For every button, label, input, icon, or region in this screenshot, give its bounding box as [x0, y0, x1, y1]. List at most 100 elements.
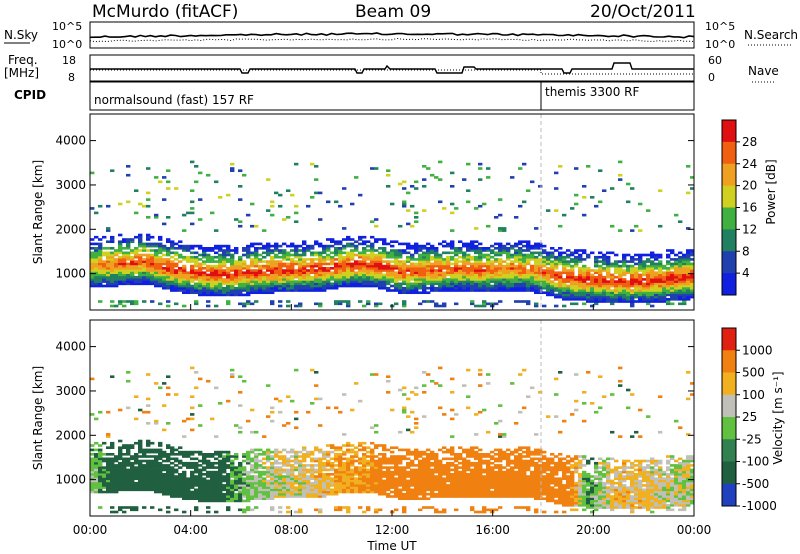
velocity-cell	[254, 484, 259, 487]
power-cell	[546, 251, 551, 255]
velocity-cell	[398, 475, 403, 478]
power-cell	[450, 275, 455, 279]
velocity-cell	[122, 484, 127, 487]
power-cell	[250, 282, 255, 286]
power-cell	[370, 220, 375, 224]
velocity-cell	[210, 490, 215, 494]
velocity-cell	[422, 466, 427, 469]
velocity-cell	[294, 453, 299, 456]
power-cell	[222, 244, 227, 248]
power-cell	[594, 284, 599, 288]
power-cell	[686, 271, 691, 275]
velocity-cell	[406, 481, 411, 485]
power-cell	[682, 267, 687, 270]
velocity-cell	[350, 490, 355, 494]
power-cell	[686, 291, 691, 295]
power-cell	[570, 267, 575, 270]
power-cell	[394, 302, 399, 306]
power-cell	[658, 295, 663, 299]
power-cell	[214, 291, 219, 295]
power-cell	[622, 298, 627, 301]
power-cell	[270, 302, 275, 306]
velocity-cell	[310, 495, 315, 498]
power-cell	[166, 247, 171, 250]
power-cell	[522, 262, 527, 266]
power-cell	[242, 289, 247, 292]
power-cell	[346, 258, 351, 261]
power-cell	[210, 255, 215, 259]
power-cell	[414, 180, 419, 184]
power-cell	[118, 262, 123, 266]
power-cell	[266, 286, 271, 290]
power-cell	[190, 200, 195, 204]
velocity-cell	[242, 459, 247, 463]
power-cell	[266, 209, 271, 212]
power-cell	[326, 244, 331, 248]
power-cell	[334, 249, 339, 252]
velocity-cell	[126, 475, 131, 478]
velocity-cell	[114, 486, 119, 489]
power-cell	[466, 162, 471, 166]
power-cell	[498, 286, 503, 290]
power-cell	[126, 278, 131, 281]
velocity-cell	[226, 495, 231, 498]
velocity-cell	[98, 473, 103, 476]
power-cell	[550, 280, 555, 283]
velocity-cell	[214, 473, 219, 476]
power-cell	[498, 262, 503, 266]
power-cell	[178, 275, 183, 279]
power-cell	[558, 284, 563, 288]
power-cell	[394, 255, 399, 259]
velocity-cell	[330, 446, 335, 450]
power-cell	[178, 269, 183, 272]
velocity-cell	[398, 388, 403, 392]
power-cell	[618, 280, 623, 283]
velocity-cell	[366, 479, 371, 483]
power-cell	[402, 271, 407, 275]
power-colorbar-swatch	[722, 120, 736, 143]
velocity-cell	[94, 417, 99, 421]
power-cell	[98, 251, 103, 255]
power-cell	[542, 258, 547, 261]
power-cell	[442, 258, 447, 261]
velocity-cell	[338, 455, 343, 458]
velocity-cell	[106, 461, 111, 465]
velocity-cell	[354, 490, 359, 494]
power-cell	[510, 262, 515, 266]
velocity-cell	[154, 490, 159, 494]
velocity-cell	[382, 470, 387, 474]
power-cell	[158, 262, 163, 266]
velocity-cell	[286, 492, 291, 496]
power-cell	[286, 304, 291, 308]
velocity-cell	[110, 459, 115, 463]
power-cell	[130, 269, 135, 272]
power-cell	[474, 275, 479, 279]
power-cell	[522, 271, 527, 275]
velocity-cell	[342, 475, 347, 478]
power-cell	[194, 264, 199, 268]
power-cell	[582, 298, 587, 301]
power-cell	[182, 267, 187, 270]
power-cell	[286, 280, 291, 283]
power-cell	[574, 302, 579, 306]
velocity-cell	[374, 459, 379, 463]
power-cell	[522, 280, 527, 283]
velocity-cell	[194, 470, 199, 474]
velocity-cell	[302, 484, 307, 487]
power-cell	[474, 255, 479, 259]
power-cell	[486, 249, 491, 252]
velocity-cell	[178, 473, 183, 476]
velocity-cell	[330, 457, 335, 461]
power-cell	[638, 267, 643, 270]
velocity-cell	[94, 459, 99, 463]
power-cell	[434, 289, 439, 292]
power-cell	[574, 293, 579, 297]
power-cell	[246, 271, 251, 275]
velocity-cell	[250, 468, 255, 472]
velocity-cell	[358, 457, 363, 461]
velocity-cell	[414, 386, 419, 390]
power-cell	[658, 267, 663, 270]
power-cell	[230, 253, 235, 257]
velocity-cell	[218, 475, 223, 478]
velocity-cell	[374, 473, 379, 476]
